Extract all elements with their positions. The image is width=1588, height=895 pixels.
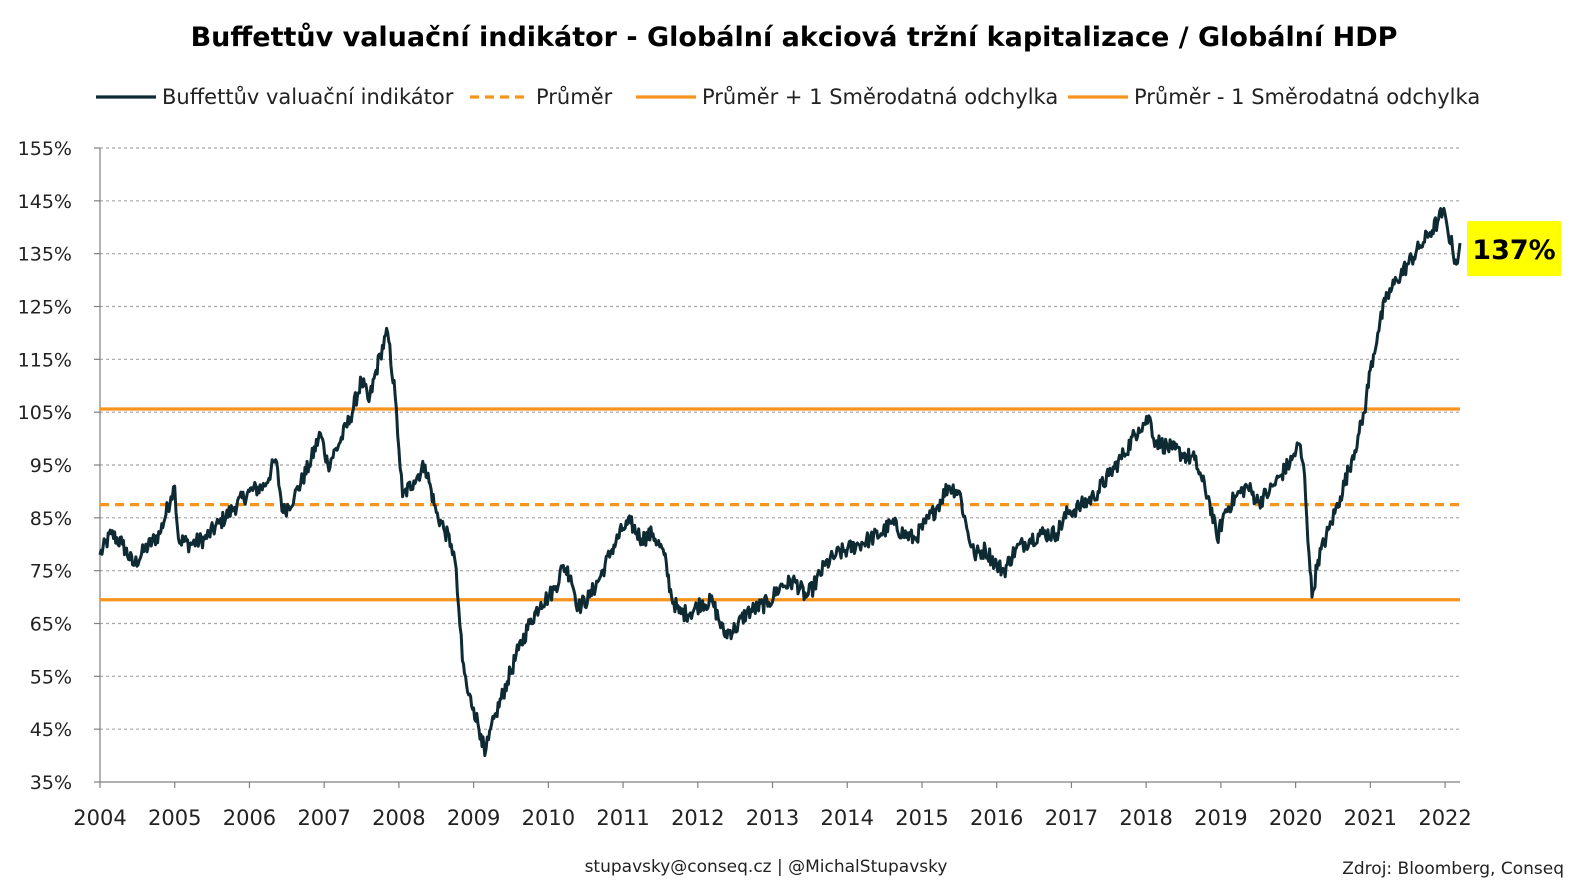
series-lines [98, 206, 1462, 758]
legend-label: Průměr - 1 Směrodatná odchylka [1134, 85, 1480, 109]
chart-title: Buffettův valuační indikátor - Globální … [191, 22, 1398, 53]
x-tick-label: 2014 [821, 806, 874, 830]
y-tick-label: 155% [18, 138, 72, 160]
x-tick-label: 2004 [73, 806, 126, 830]
x-tick-label: 2010 [522, 806, 575, 830]
series-line [98, 206, 1462, 758]
y-tick-label: 105% [18, 402, 72, 424]
footer-contact: stupavsky@conseq.cz | @MichalStupavsky [585, 857, 948, 877]
x-tick-label: 2011 [596, 806, 649, 830]
callout: 137% [1467, 221, 1561, 277]
x-tick-label: 2005 [148, 806, 201, 830]
callout-box [1467, 221, 1561, 277]
legend-label: Průměr [536, 85, 613, 109]
legend: Buffettův valuační indikátor Průměr Průměr… [96, 85, 1480, 109]
x-tick-label: 2021 [1344, 806, 1397, 830]
callout-label: 137% [1472, 235, 1555, 266]
x-tick-label: 2015 [895, 806, 948, 830]
x-tick-label: 2017 [1045, 806, 1098, 830]
legend-label: Buffettův valuační indikátor [162, 85, 454, 109]
x-tick-label: 2009 [447, 806, 500, 830]
y-tick-label: 95% [30, 455, 72, 477]
y-tick-label: 145% [18, 191, 72, 213]
y-tick-label: 55% [30, 666, 72, 688]
y-tick-label: 45% [30, 719, 72, 741]
y-tick-label: 85% [30, 508, 72, 530]
gridlines [100, 147, 1460, 730]
x-tick-label: 2016 [970, 806, 1023, 830]
y-tick-label: 65% [30, 614, 72, 636]
y-axis: 35% 45% 55% 65% 75% 85% 95% 105% 115% 125% 135% 145… [18, 138, 101, 794]
legend-label: Průměr + 1 Směrodatná odchylka [702, 85, 1058, 109]
y-tick-label: 75% [30, 561, 72, 583]
x-tick-label: 2007 [297, 806, 350, 830]
x-axis: 2004 2005 2006 2007 2008 2009 2010 2011 2012 2013… [73, 781, 1472, 830]
y-tick-label: 35% [30, 772, 72, 794]
x-tick-label: 2013 [746, 806, 799, 830]
x-tick-label: 2019 [1194, 806, 1247, 830]
x-tick-label: 2022 [1418, 806, 1471, 830]
footer-source: Zdroj: Bloomberg, Conseq [1342, 859, 1564, 879]
y-tick-label: 115% [18, 349, 72, 371]
x-tick-label: 2008 [372, 806, 425, 830]
x-tick-label: 2006 [223, 806, 276, 830]
x-tick-label: 2020 [1269, 806, 1322, 830]
x-tick-label: 2018 [1119, 806, 1172, 830]
y-tick-label: 125% [18, 297, 72, 319]
y-tick-label: 135% [18, 244, 72, 266]
x-tick-label: 2012 [671, 806, 724, 830]
